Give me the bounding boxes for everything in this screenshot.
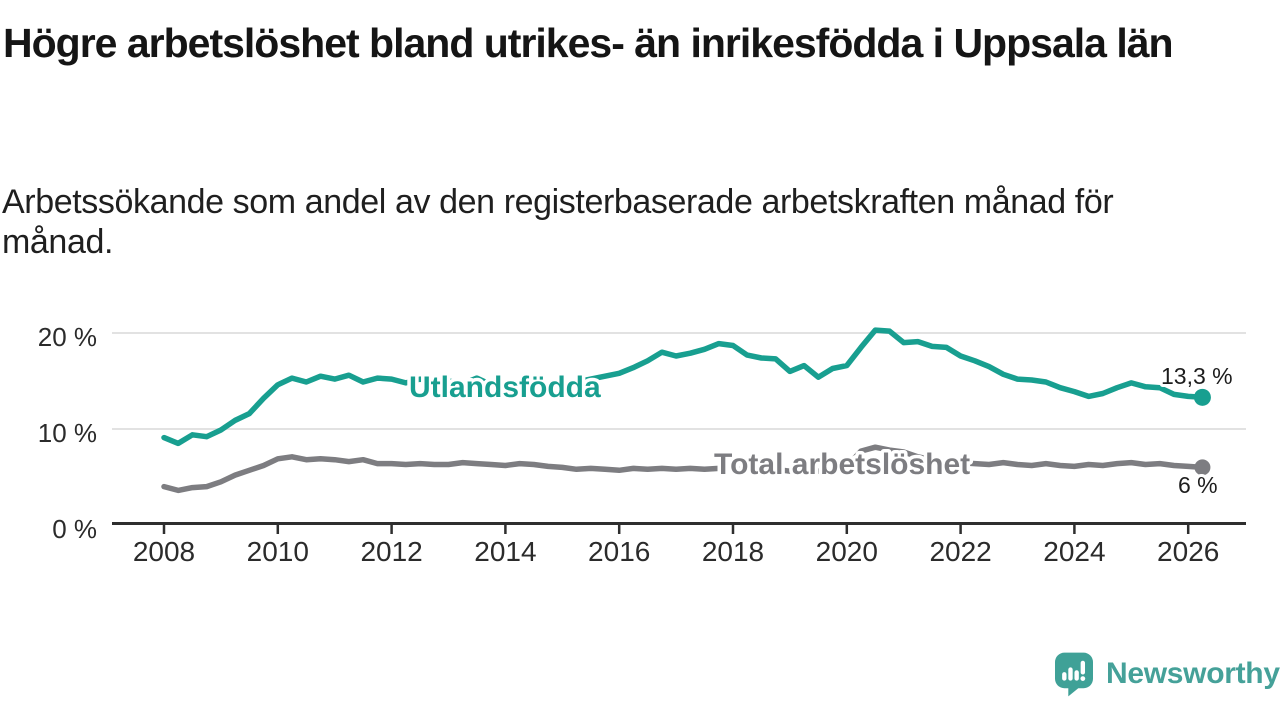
y-tick-label: 0 % [52,514,97,544]
end-value-label-utlandsfodda: 13,3 % [1161,363,1233,389]
x-tick-label: 2026 [1157,536,1219,567]
x-tick-label: 2010 [247,536,309,567]
newsworthy-logo-icon [1055,652,1093,696]
y-tick-label: 20 % [38,322,97,352]
page-title: Högre arbetslöshet bland utrikes- än inr… [3,20,1174,66]
series-end-dot-1 [1194,459,1211,476]
page-subtitle: Arbetssökande som andel av den registerb… [2,183,1114,261]
x-tick-label: 2008 [133,536,195,567]
end-value-label-total-arbetsloshet: 6 % [1178,472,1218,498]
y-tick-label: 10 % [38,418,97,448]
x-tick-label: 2018 [702,536,764,567]
x-tick-label: 2022 [929,536,991,567]
x-tick-label: 2016 [588,536,650,567]
x-tick-label: 2014 [474,536,536,567]
series-line-0 [161,327,1206,447]
brand-name: Newsworthy [1106,657,1280,690]
x-tick-label: 2020 [816,536,878,567]
x-tick-label: 2012 [360,536,422,567]
series-label-total-arbetsloshet: Total arbetslöshet [714,448,970,481]
x-tick-label: 2024 [1043,536,1105,567]
brand-footer: Newsworthy [1055,650,1280,698]
series-line-1 [161,444,1206,494]
series-label-utlandsfodda: Utlandsfödda [409,371,601,404]
plot-area: 2008 2010 2012 2014 2016 2018 2020 2022 2024 2026… [38,322,1246,567]
series-end-dot-0 [1193,388,1211,406]
